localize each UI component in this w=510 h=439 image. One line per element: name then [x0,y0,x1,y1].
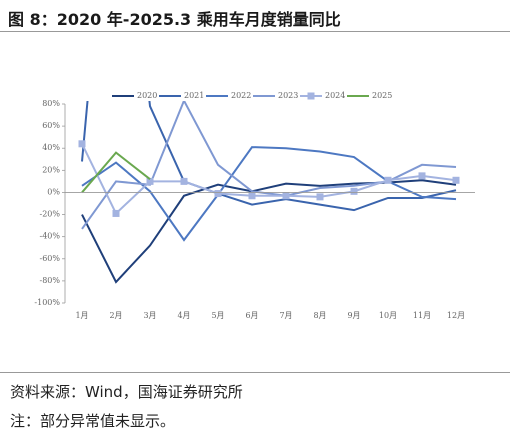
y-tick-label: 40% [42,143,60,152]
point-marker [180,177,188,185]
y-tick-label: -20% [40,210,61,219]
divider [0,31,510,32]
chart-title: 图 8：2020 年-2025.3 乘用车月度销量同比 [8,10,341,29]
x-tick-label: 6月 [245,311,258,320]
series-line [81,179,457,284]
y-tick-label: 80% [42,99,60,108]
x-tick-label: 7月 [279,311,292,320]
legend-marker [307,92,315,100]
series-line [81,143,457,216]
footnote: 注：部分异常值未显示。 [10,412,176,430]
legend-label: 2023 [278,91,298,100]
series-line [81,151,151,194]
x-tick-label: 4月 [177,311,190,320]
x-tick-label: 2月 [109,311,122,320]
plot-area [78,101,460,284]
y-tick-label: -80% [40,276,61,285]
point-marker [418,172,426,180]
x-tick-label: 10月 [379,311,397,320]
y-tick-label: 0% [47,187,60,196]
point-marker [316,193,324,201]
y-tick-label: 20% [42,165,60,174]
point-marker [384,176,392,184]
x-tick-label: 1月 [75,311,88,320]
point-marker [112,209,120,217]
series-line [81,101,457,230]
legend-label: 2024 [325,91,345,100]
y-tick-label: -60% [40,254,61,263]
series-line [81,101,457,212]
x-tick-label: 11月 [413,311,431,320]
source-note: 资料来源：Wind，国海证券研究所 [10,383,243,401]
x-tick-label: 8月 [313,311,326,320]
y-tick-label: 60% [42,121,60,130]
point-marker [282,192,290,200]
point-marker [248,192,256,200]
x-tick-label: 9月 [347,311,360,320]
divider [0,372,510,373]
x-tick-label: 5月 [211,311,224,320]
y-tick-label: -40% [40,232,61,241]
legend-label: 2021 [184,91,204,100]
legend-label: 2020 [137,91,157,100]
chart: -100% -80% -60% -40% -20% 0% 20% 40% 60% 80% 1月 2月 3… [34,91,475,320]
point-marker [452,176,460,184]
x-tick-label: 12月 [447,311,465,320]
y-tick-label: -100% [34,298,60,307]
point-marker [350,187,358,195]
legend-label: 2025 [372,91,392,100]
point-marker [146,177,154,185]
point-marker [78,140,86,148]
legend-label: 2022 [231,91,251,100]
point-marker [214,190,222,198]
x-tick-label: 3月 [143,311,156,320]
